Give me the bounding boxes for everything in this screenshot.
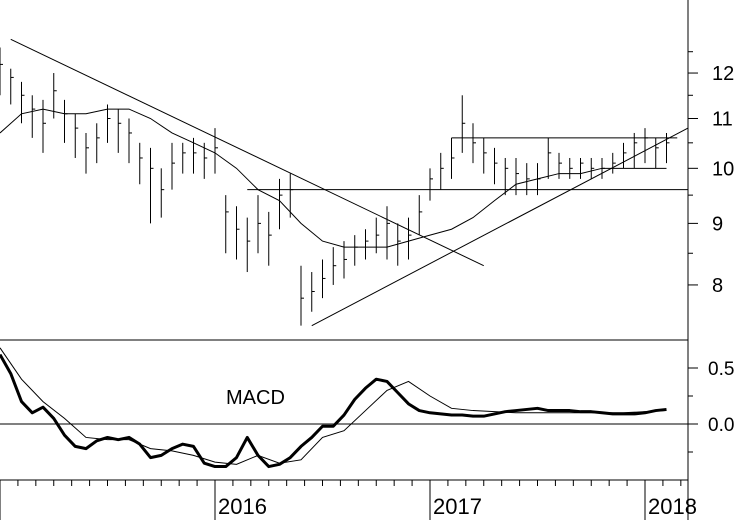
price-bar [440,152,444,190]
price-bar [64,99,68,143]
price-bar [268,211,272,266]
price-bar [225,195,229,254]
uptrend-trendline [311,127,689,327]
price-bar [569,157,573,179]
price-bar [322,259,326,299]
macd-tick-label: 0.5 [708,359,734,380]
price-bar [160,168,165,218]
price-bar [483,137,487,174]
price-bar [279,178,283,230]
price-bar [96,123,100,164]
price-bar [311,272,315,312]
price-bar [42,99,46,153]
year-label: 2017 [433,494,482,519]
price-bar [580,157,584,179]
price-bar [515,157,519,196]
price-tick-label: 11 [712,109,733,131]
price-bar [633,132,638,169]
price-bar [504,157,509,196]
price-bar [461,95,466,153]
price-bar [139,142,143,185]
price-bar [386,206,390,260]
macd-title: MACD [226,387,285,409]
price-tick-label: 10 [712,158,734,180]
price-bar [354,235,358,266]
time-axis: 2016 2017 2018 [0,480,697,520]
macd-tick-label: 0.0 [708,415,734,436]
price-bar [236,206,240,260]
price-bar [429,168,433,201]
price-bar [612,152,616,174]
price-bar [182,142,186,174]
year-label: 2018 [648,494,697,519]
price-bar [171,142,175,190]
macd-line [0,353,667,469]
price-bar [74,113,79,158]
price-bar [623,142,627,169]
downtrend-trendline [10,38,484,267]
price-bar [214,128,218,174]
price-bar [193,137,197,174]
price-bar [655,137,659,169]
price-bar [117,109,122,153]
price-tick-label: 8 [712,275,723,297]
price-tick-label: 12 [712,63,734,85]
price-bar [547,137,552,179]
price-bar [10,68,14,105]
price-bar [408,217,412,260]
price-bar [21,81,25,124]
price-bar [558,152,562,179]
moving-average-line [0,108,667,248]
price-bar [300,265,304,326]
price-bar [203,142,208,179]
price-bar [472,123,476,164]
year-label: 2016 [218,494,267,519]
price-bar [451,137,455,179]
price-bar [526,163,530,196]
price-bar [397,223,401,266]
price-bar [128,118,132,164]
price-bar [0,47,3,96]
price-bar [31,95,36,138]
price-bar [107,104,111,143]
macd-panel: 0.5 0.0 [0,347,734,481]
price-bar [418,195,423,236]
price-bar [150,147,154,224]
price-bar [375,217,380,254]
price-bar [85,132,89,174]
price-bar [332,247,337,285]
price-bar [494,147,498,185]
price-panel: 8 9 10 11 12 [0,0,734,520]
price-bar [246,217,251,273]
price-tick-label: 9 [712,213,723,235]
price-bar [590,157,595,179]
price-bar [257,195,261,254]
signal-line [0,347,667,465]
price-bar [365,229,369,260]
price-bar [644,128,648,164]
price-bar [289,173,294,218]
